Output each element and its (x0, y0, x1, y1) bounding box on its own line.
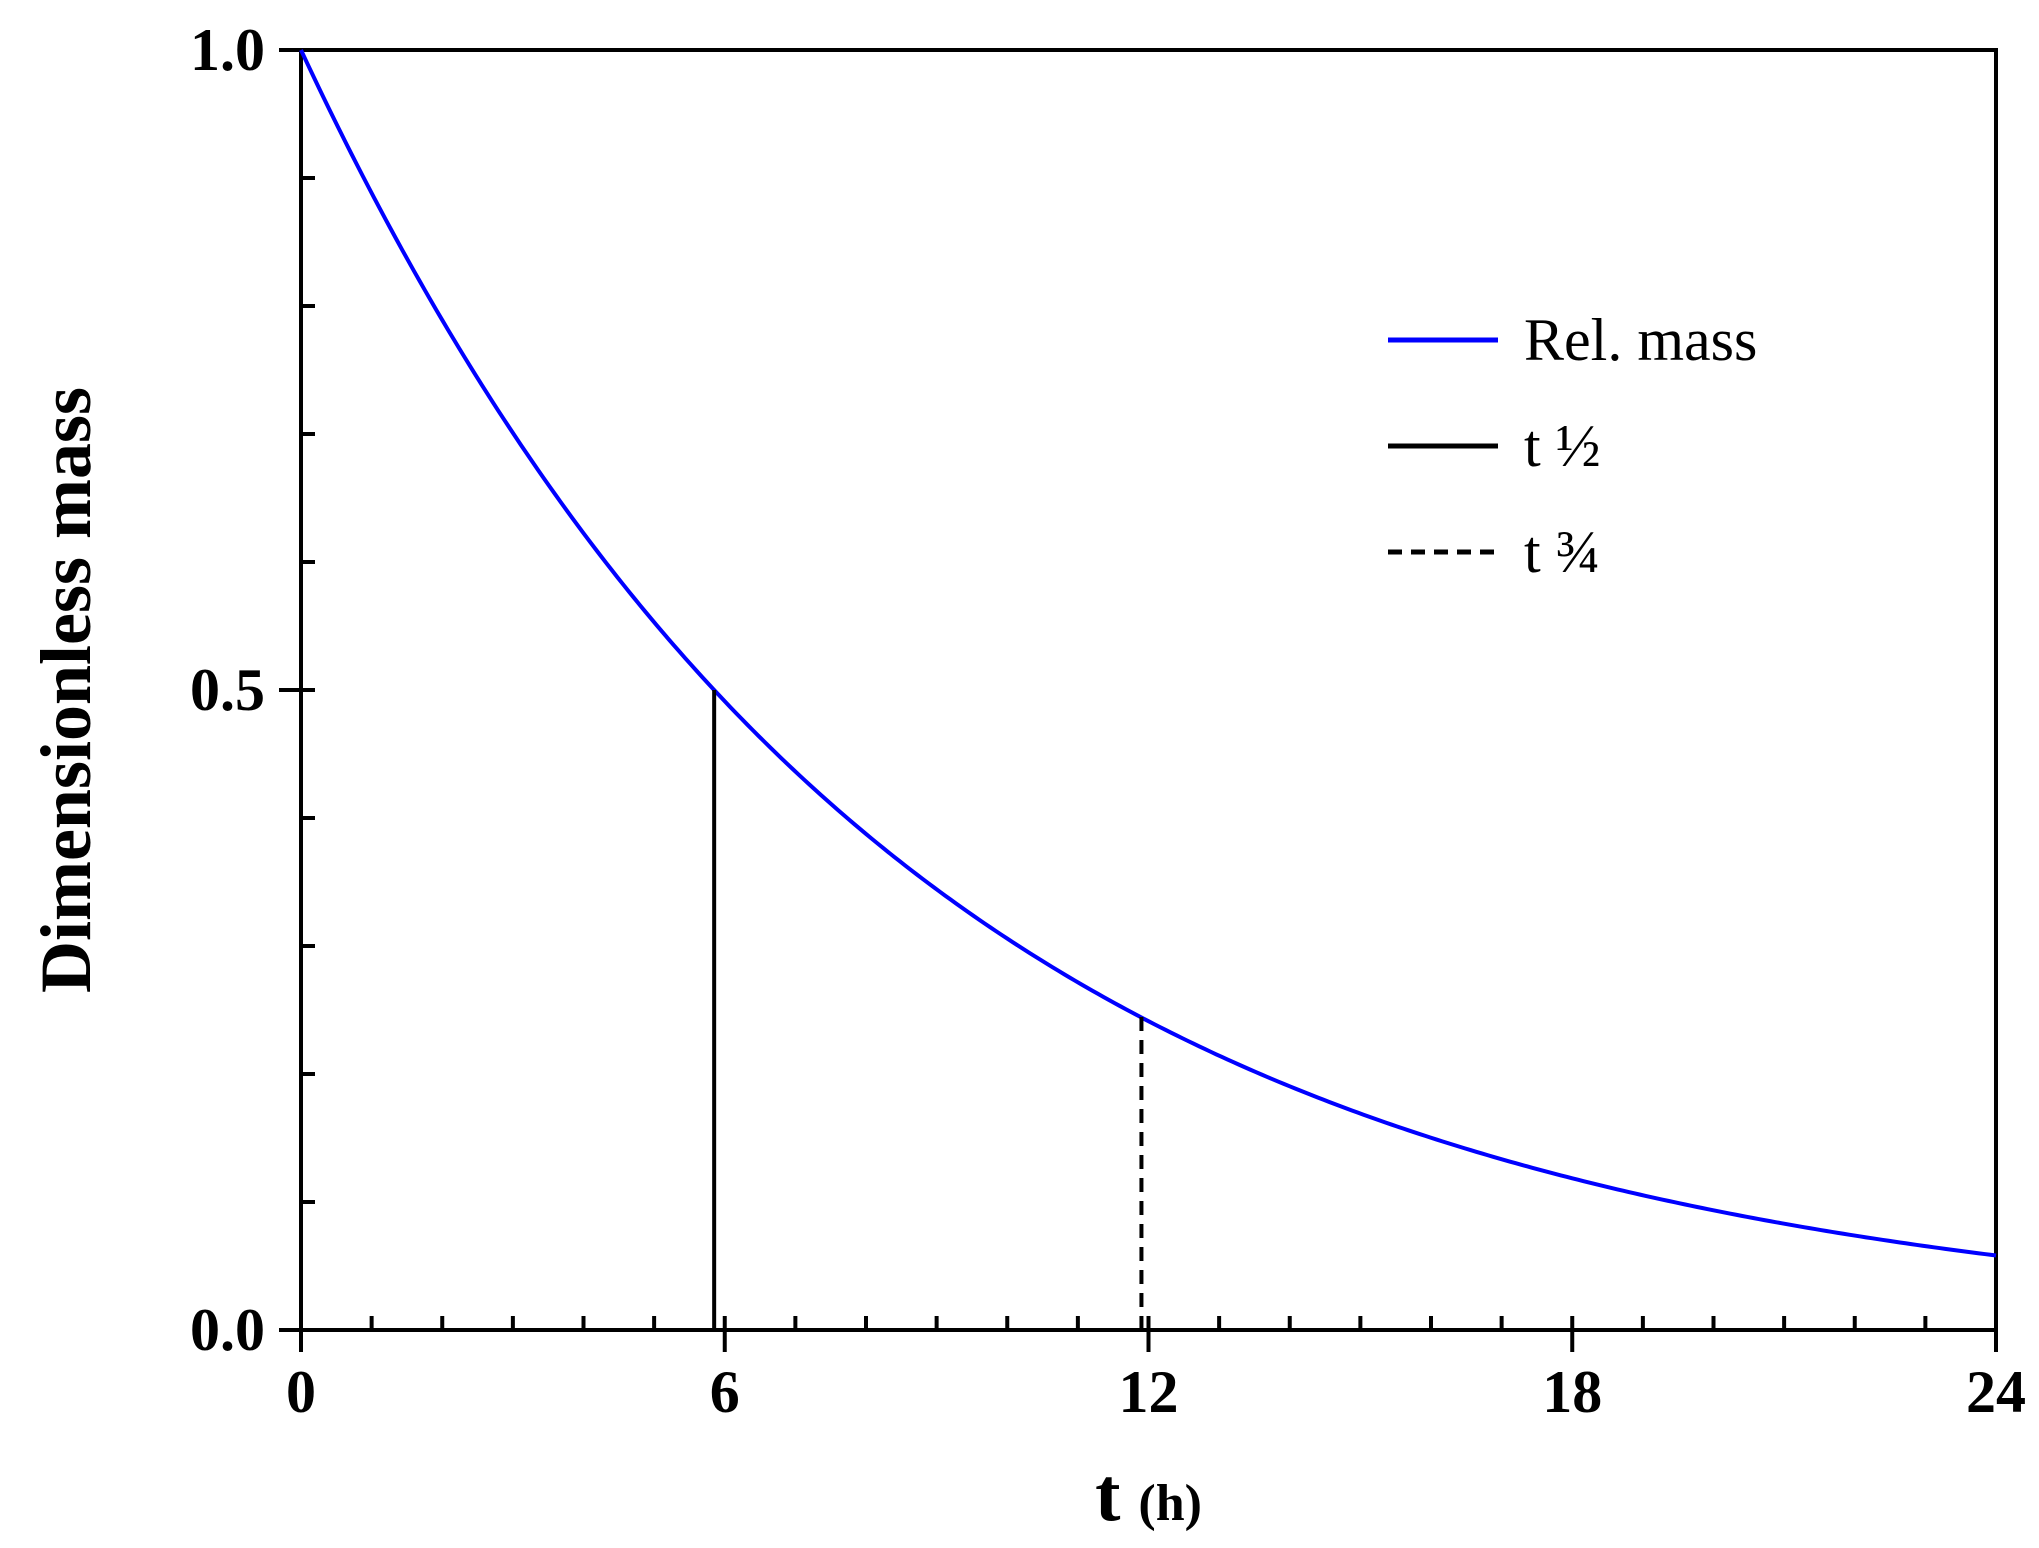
y-tick-labels: 0.0 0.5 1.0 (190, 17, 265, 1363)
y-minor-ticks (301, 176, 315, 1204)
x-axis-title-symbol: t (1095, 1453, 1120, 1537)
y-tick-label: 1.0 (190, 17, 265, 83)
series-group (299, 49, 1997, 1330)
legend-label: t ½ (1524, 413, 1601, 479)
x-tick-label: 12 (1119, 1359, 1179, 1425)
plot-frame (299, 48, 1998, 1332)
y-major-ticks (279, 48, 315, 1332)
x-axis-title-unit: (h) (1138, 1475, 1202, 1532)
plot-area (279, 48, 1998, 1352)
legend: Rel. mass t ½ t ¾ (1388, 307, 1757, 585)
x-tick-label: 18 (1542, 1359, 1602, 1425)
y-axis-title: Dimensionless mass (26, 387, 106, 993)
x-minor-ticks (369, 1316, 1928, 1330)
x-axis-title: t (h) (1095, 1453, 1202, 1537)
x-tick-label: 24 (1966, 1359, 2026, 1425)
series-line (299, 49, 1997, 1258)
legend-label: Rel. mass (1524, 307, 1757, 373)
y-tick-label: 0.0 (190, 1297, 265, 1363)
y-tick-label: 0.5 (190, 657, 265, 723)
x-tick-label: 6 (710, 1359, 740, 1425)
x-tick-labels: 0 6 12 18 24 (286, 1359, 2026, 1425)
x-major-ticks (299, 1316, 1998, 1352)
x-tick-label: 0 (286, 1359, 316, 1425)
legend-label: t ¾ (1524, 519, 1601, 585)
